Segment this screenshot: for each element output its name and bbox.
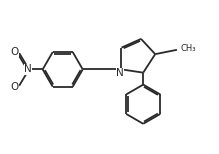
Text: O: O <box>10 82 19 92</box>
Text: CH₃: CH₃ <box>181 44 196 53</box>
Text: O: O <box>10 47 19 57</box>
Text: N: N <box>24 64 32 74</box>
Text: N: N <box>116 68 124 78</box>
